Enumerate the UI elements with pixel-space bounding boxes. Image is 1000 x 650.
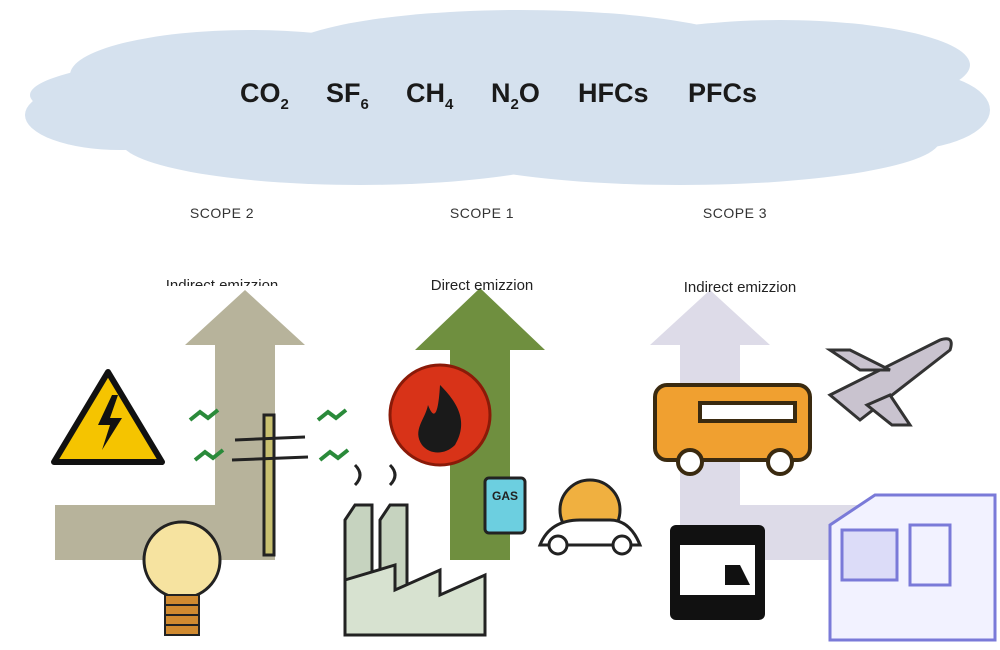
warning-sign: [54, 372, 162, 462]
text: N: [491, 78, 511, 108]
text: PFCs: [688, 78, 757, 108]
scope-title: SCOPE 2: [190, 205, 254, 221]
diagram: CO2 SF6 CH4 N2O HFCs PFCs SCOPE 2 SCOPE …: [0, 0, 1000, 650]
svg-text:GAS: GAS: [492, 489, 518, 503]
text: 2: [281, 96, 289, 113]
bus: [655, 385, 810, 474]
scope-label: Indirect emizzion: [166, 277, 279, 294]
text: 6: [361, 96, 369, 113]
gas: PFCs: [688, 78, 757, 108]
fire-icon: [390, 365, 490, 465]
text: O: [519, 78, 540, 108]
scope-title: SCOPE 1: [450, 205, 514, 221]
scope-label: Indirect emizzion: [684, 279, 797, 296]
tow-truck: [670, 525, 765, 620]
train: [830, 495, 995, 640]
text: CH: [406, 78, 445, 108]
car: [540, 480, 640, 554]
gas-pump: GAS: [485, 478, 525, 533]
scope-label: Direct emizzion: [431, 277, 534, 294]
text: 2: [511, 96, 519, 113]
text: CO: [240, 78, 281, 108]
airplane: [830, 339, 951, 425]
text: HFCs: [578, 78, 649, 108]
gas: HFCs: [578, 78, 649, 108]
text: 4: [445, 96, 454, 113]
scope-title: SCOPE 3: [703, 205, 767, 221]
text: SF: [326, 78, 361, 108]
light-bulb: [144, 522, 220, 635]
